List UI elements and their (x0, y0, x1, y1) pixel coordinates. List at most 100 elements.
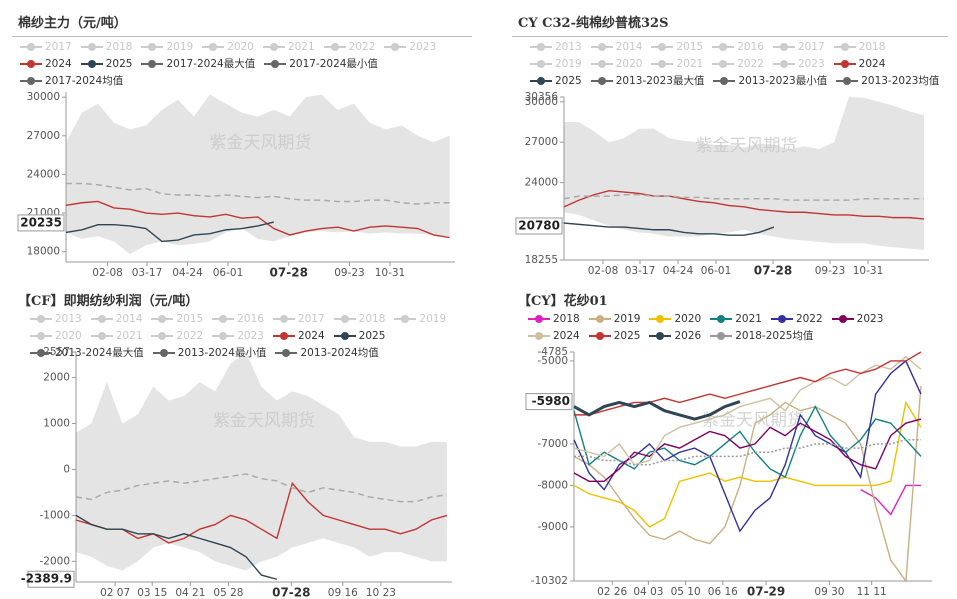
legend-item: 2022 (770, 312, 823, 325)
legend-item: 2025 (588, 329, 640, 342)
x-tick-label: 10-31 (375, 267, 406, 279)
legend-icon (20, 76, 42, 85)
y-tick-label: -10302 (531, 575, 568, 587)
legend-icon (20, 42, 42, 51)
legend-label: 2024 (45, 57, 72, 70)
range-band (66, 94, 450, 255)
legend-icon (394, 314, 417, 323)
x-tick-label: 02 26 (597, 586, 627, 598)
x-tick-label: 06-01 (701, 265, 732, 277)
x-tick-label: 07-29 (747, 585, 785, 599)
legend-dot (158, 331, 167, 340)
range-band (564, 97, 924, 250)
legend-dot (597, 59, 606, 68)
legend-item: 2017-2024最小值 (264, 57, 378, 70)
legend-item: 2016 (712, 40, 764, 53)
x-tick-label: 11 11 (857, 586, 887, 598)
legend-item: 2020 (590, 57, 642, 70)
legend-label: 2022 (737, 57, 764, 70)
x-tick-label: 05 10 (671, 586, 701, 598)
series-line (563, 193, 924, 201)
watermark: 紫金天风期货 (696, 136, 798, 156)
current-value-label: -2389.9 (21, 572, 72, 586)
series-line (563, 189, 925, 220)
legend-item: 2013-2023最大值 (590, 74, 704, 87)
legend-dot (27, 76, 35, 85)
legend-label: 2018 (553, 312, 580, 325)
chart-title: 【CF】即期纺纱利润（元/吨） (18, 294, 199, 309)
legend-item: 2025 (530, 74, 582, 87)
legend-icon (590, 59, 613, 68)
legend-icon (713, 76, 736, 85)
legend-icon (212, 314, 235, 323)
legend-dot (537, 42, 545, 51)
x-tick-label: 02-08 (92, 267, 123, 279)
legend-item: 2018 (833, 40, 885, 53)
legend-label: 2023 (237, 329, 264, 342)
y-tick-label: -4785 (537, 346, 568, 358)
legend-dot (597, 76, 606, 85)
legend-dot (87, 42, 96, 51)
legend-icon (836, 76, 859, 85)
legend-label: 2017-2024最大值 (166, 58, 256, 70)
legend-icon (90, 314, 113, 323)
series-line (563, 222, 775, 236)
legend-label: 2021 (735, 312, 762, 325)
legend-label: 2013 (55, 312, 82, 325)
chart-title: CY C32-纯棉纱普梳32S (518, 16, 669, 31)
legend-dot (37, 314, 45, 323)
legend-icon (30, 348, 52, 357)
legend-item: 2013-2024最大值 (30, 346, 144, 359)
legend-item: 2019 (394, 312, 446, 325)
y-tick-label: 18000 (27, 246, 60, 258)
legend-label: 2018-2025均值 (735, 330, 814, 342)
current-value-label: 20235 (20, 215, 62, 229)
x-tick-label: 07-28 (272, 586, 310, 599)
legend-label: 2020 (55, 329, 82, 342)
legend: 2013 2014 2015 2016 2017 2018 2019 2020 2021 2022… (530, 40, 950, 87)
legend-dot (535, 331, 543, 340)
legend-item: 2023 (212, 329, 264, 342)
legend-dot (658, 59, 667, 68)
legend-icon (384, 42, 407, 51)
legend-label: 2019 (555, 57, 582, 70)
x-tick-label: 02-08 (588, 265, 619, 277)
legend-icon (141, 42, 164, 51)
legend-label: 2023 (409, 40, 437, 53)
x-tick-label: 09-23 (815, 265, 846, 277)
series-line (573, 418, 922, 482)
watermark: 紫金天风期货 (210, 133, 312, 153)
legend-label: 2017-2024最小值 (289, 58, 378, 70)
legend-dot (271, 59, 280, 68)
legend-dot (27, 42, 35, 51)
series-line (75, 473, 447, 503)
legend-dot (656, 314, 665, 323)
legend-dot (838, 314, 847, 323)
legend-item: 2018 (333, 312, 385, 325)
legend-icon (272, 314, 295, 323)
legend-icon (151, 331, 174, 340)
x-tick-label: 06 16 (708, 586, 738, 598)
y-tick-label: -7000 (537, 438, 568, 450)
y-tick-label: -2000 (39, 555, 70, 567)
legend-label: 2017 (297, 312, 325, 325)
legend-item: 2017-2024最大值 (141, 57, 255, 70)
legend-icon (530, 76, 552, 85)
legend-dot (159, 348, 168, 357)
y-tick-label: 30000 (525, 96, 558, 108)
legend-dot (219, 314, 228, 323)
legend-icon (590, 76, 613, 85)
legend-item: 2016 (212, 312, 264, 325)
y-tick-label: 27000 (27, 130, 60, 142)
legend-item: 2020 (649, 312, 701, 325)
x-tick-label: 04 21 (175, 587, 205, 599)
legend-label: 2018 (105, 40, 133, 53)
legend-label: 2019 (166, 40, 194, 53)
legend-dot (340, 331, 349, 340)
legend-icon (651, 42, 674, 51)
series-line (574, 439, 921, 466)
y-tick-label: 24000 (525, 177, 558, 189)
legend-icon (530, 59, 552, 68)
legend-dot (719, 42, 728, 51)
